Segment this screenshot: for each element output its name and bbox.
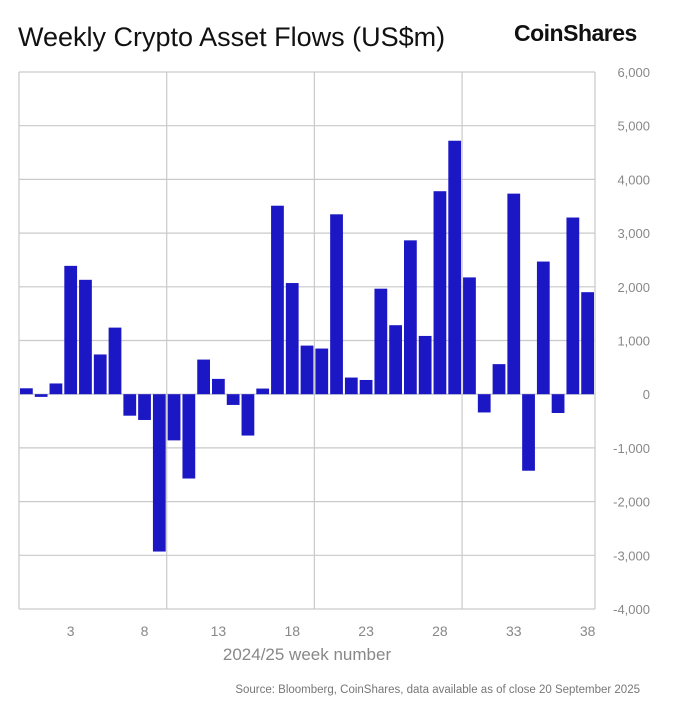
x-tick-label: 3 — [67, 623, 75, 639]
coinshares-logo: CoinShares — [514, 20, 637, 46]
bar-week-36 — [551, 394, 565, 413]
bar-week-12 — [197, 359, 210, 395]
x-tick-label: 13 — [211, 623, 227, 639]
x-tick-label: 28 — [432, 623, 448, 639]
bar-week-4 — [79, 279, 92, 395]
y-tick-label: -2,000 — [613, 495, 650, 510]
bar-week-20 — [315, 348, 329, 395]
bar-week-29 — [448, 140, 462, 395]
bar-week-22 — [344, 377, 358, 395]
bar-week-26 — [404, 240, 417, 395]
bar-week-38 — [581, 292, 594, 395]
x-tick-label: 18 — [284, 623, 300, 639]
x-tick-label: 8 — [141, 623, 149, 639]
y-tick-label: -3,000 — [613, 548, 650, 563]
bar-week-33 — [507, 193, 521, 395]
bar-week-21 — [330, 214, 343, 395]
x-tick-label: 38 — [580, 623, 596, 639]
bar-week-7 — [123, 394, 137, 416]
bar-week-32 — [492, 364, 506, 395]
bar-week-15 — [241, 394, 255, 436]
bar-week-34 — [522, 394, 535, 471]
bar-week-1 — [34, 394, 48, 397]
source-note: Source: Bloomberg, CoinShares, data avai… — [235, 684, 640, 696]
bar-week-28 — [433, 191, 447, 395]
y-tick-label: 0 — [643, 387, 650, 402]
bar-week-16 — [256, 388, 270, 395]
bar-week-11 — [182, 394, 196, 479]
x-tick-label: 23 — [358, 623, 374, 639]
y-tick-label: 6,000 — [617, 65, 650, 80]
y-tick-label: -1,000 — [613, 441, 650, 456]
bar-week-24 — [374, 288, 388, 395]
y-tick-label: 2,000 — [617, 280, 650, 295]
x-tick-label: 33 — [506, 623, 522, 639]
y-tick-label: 4,000 — [617, 172, 650, 187]
bar-week-3 — [64, 265, 78, 395]
bar-week-35 — [536, 261, 550, 395]
bar-week-8 — [138, 394, 151, 420]
bar-week-18 — [285, 283, 299, 395]
bar-week-6 — [108, 327, 122, 395]
bar-week-27 — [418, 335, 432, 395]
chart-title: Weekly Crypto Asset Flows (US$m) — [18, 22, 446, 52]
y-tick-label: 1,000 — [617, 334, 650, 349]
y-tick-label: 5,000 — [617, 119, 650, 134]
bar-week-5 — [93, 354, 107, 395]
bar-week-2 — [49, 383, 63, 395]
y-tick-label: -4,000 — [613, 602, 650, 617]
bar-week-9 — [152, 394, 166, 552]
bar-week-19 — [300, 345, 314, 395]
bar-week-17 — [271, 205, 284, 395]
bar-week-13 — [212, 378, 225, 395]
bar-week-25 — [389, 325, 402, 395]
bar-week-37 — [566, 217, 580, 395]
bar-week-31 — [477, 394, 491, 413]
bar-week-23 — [359, 379, 373, 395]
bar-week-10 — [167, 394, 181, 441]
x-axis-label: 2024/25 week number — [222, 645, 392, 664]
bar-week-0 — [20, 388, 33, 395]
y-tick-label: 3,000 — [617, 226, 650, 241]
bar-week-30 — [463, 277, 476, 395]
bar-week-14 — [226, 394, 240, 405]
